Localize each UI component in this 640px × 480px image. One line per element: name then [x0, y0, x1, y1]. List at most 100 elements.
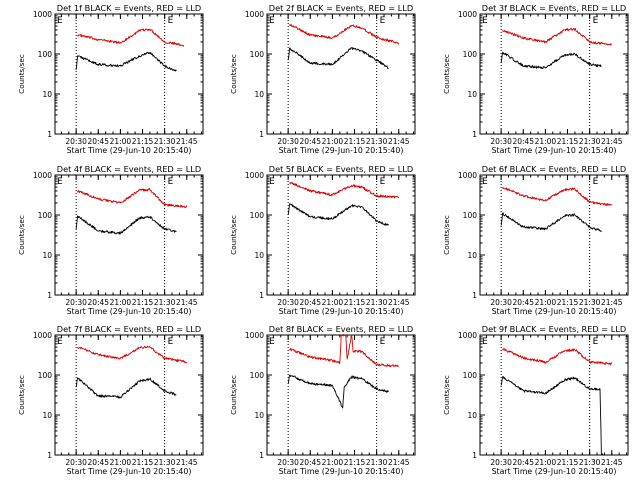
series-line-lld: [289, 181, 400, 199]
y-tick-label: 1: [259, 130, 264, 139]
x-tick-label: 20:30: [277, 458, 299, 467]
x-tick-label: 21:30: [579, 137, 601, 146]
series-line-lld: [77, 345, 188, 364]
x-tick-label: 21:00: [322, 458, 344, 467]
panel-title: Det 1f BLACK = Events, RED = LLD: [57, 3, 201, 13]
y-tick-label: 10: [42, 411, 52, 420]
y-tick-label: 1000: [33, 331, 52, 340]
y-axis-label: Counts/sec: [442, 54, 451, 94]
x-tick-label: 20:30: [65, 137, 87, 146]
y-tick-label: 100: [38, 50, 53, 59]
series-line-lld: [502, 27, 612, 46]
detector-panel-9: Det 9f BLACK = Events, RED = LLD 1 10 100 10…: [442, 324, 629, 476]
panel-title: Det 4f BLACK = Events, RED = LLD: [57, 164, 201, 174]
y-tick-label: 1000: [245, 171, 264, 180]
y-tick-label: 10: [467, 90, 477, 99]
series-line-lld: [502, 347, 613, 366]
series-line-lld: [502, 186, 613, 207]
y-tick-label: 1000: [458, 10, 477, 19]
x-axis-label: Start Time (29-Jun-10 20:15:40): [279, 146, 404, 155]
y-tick-label: 100: [250, 211, 265, 220]
x-tick-label: 21:15: [344, 298, 366, 307]
y-axis-label: Counts/sec: [17, 54, 26, 94]
event-marker-label: E: [482, 337, 488, 347]
y-axis-label: Counts/sec: [442, 215, 451, 255]
event-marker-label: E: [593, 337, 599, 347]
x-tick-label: 21:45: [601, 458, 623, 467]
detector-panel-7: Det 7f BLACK = Events, RED = LLD 1 10 100 10…: [17, 324, 204, 476]
x-tick-label: 20:45: [299, 137, 321, 146]
series-line-events: [287, 203, 389, 226]
plot-frame: [479, 174, 629, 296]
x-tick-label: 21:00: [535, 298, 557, 307]
x-tick-label: 21:30: [366, 298, 388, 307]
detector-panel-5: Det 5f BLACK = Events, RED = LLD 1 10 100 10…: [229, 164, 416, 316]
series-line-events: [75, 215, 177, 235]
plot-frame: [266, 174, 416, 296]
x-tick-label: 21:45: [388, 458, 410, 467]
series-line-events: [500, 376, 604, 456]
x-tick-label: 20:45: [87, 298, 109, 307]
plot-frame: [479, 334, 629, 456]
event-marker-label: E: [168, 337, 174, 347]
event-marker-label: E: [593, 177, 599, 187]
x-tick-label: 20:30: [277, 298, 299, 307]
y-tick-label: 100: [38, 211, 53, 220]
x-tick-label: 21:00: [110, 137, 132, 146]
plot-frame: [266, 334, 416, 456]
y-tick-label: 1: [259, 451, 264, 460]
x-tick-label: 21:45: [388, 298, 410, 307]
x-tick-label: 21:00: [535, 458, 557, 467]
series-line-events: [500, 212, 602, 233]
x-tick-label: 21:45: [601, 298, 623, 307]
plot-frame: [54, 334, 204, 456]
detector-panel-6: Det 6f BLACK = Events, RED = LLD 1 10 100 10…: [442, 164, 629, 316]
x-tick-label: 21:15: [132, 298, 154, 307]
x-axis-label: Start Time (29-Jun-10 20:15:40): [492, 467, 617, 476]
y-tick-label: 100: [250, 371, 265, 380]
series-line-events: [287, 46, 389, 70]
x-tick-label: 20:30: [490, 458, 512, 467]
x-tick-label: 20:45: [87, 458, 109, 467]
x-tick-label: 20:45: [512, 137, 534, 146]
event-marker-label: E: [57, 177, 63, 187]
y-tick-label: 100: [250, 50, 265, 59]
event-marker-label: E: [57, 16, 63, 26]
x-tick-label: 21:45: [176, 298, 198, 307]
x-tick-label: 21:30: [579, 458, 601, 467]
series-line-lld: [77, 188, 188, 209]
plot-frame: [266, 13, 416, 135]
x-tick-label: 21:30: [154, 298, 176, 307]
x-axis-label: Start Time (29-Jun-10 20:15:40): [279, 307, 404, 316]
y-axis-label: Counts/sec: [17, 215, 26, 255]
x-tick-label: 21:00: [322, 137, 344, 146]
x-tick-label: 21:45: [601, 137, 623, 146]
x-tick-label: 21:15: [557, 458, 579, 467]
x-axis-label: Start Time (29-Jun-10 20:15:40): [67, 467, 192, 476]
x-tick-label: 21:30: [154, 458, 176, 467]
y-tick-label: 100: [463, 211, 478, 220]
x-tick-label: 21:00: [535, 137, 557, 146]
x-tick-label: 21:15: [132, 458, 154, 467]
y-tick-label: 10: [467, 251, 477, 260]
x-axis-label: Start Time (29-Jun-10 20:15:40): [492, 146, 617, 155]
x-tick-label: 21:00: [110, 298, 132, 307]
x-tick-label: 20:45: [299, 458, 321, 467]
x-tick-label: 20:30: [65, 298, 87, 307]
x-tick-label: 21:00: [322, 298, 344, 307]
y-tick-label: 1: [47, 291, 52, 300]
panel-title: Det 8f BLACK = Events, RED = LLD: [269, 324, 413, 334]
event-marker-label: E: [593, 16, 599, 26]
y-tick-label: 1000: [458, 171, 477, 180]
y-tick-label: 1000: [245, 331, 264, 340]
series-line-events: [75, 377, 177, 399]
panel-title: Det 3f BLACK = Events, RED = LLD: [482, 3, 626, 13]
panel-title: Det 9f BLACK = Events, RED = LLD: [482, 324, 626, 334]
y-tick-label: 10: [42, 251, 52, 260]
y-tick-label: 1: [259, 291, 264, 300]
plot-frame: [479, 13, 629, 135]
y-tick-label: 1000: [245, 10, 264, 19]
detector-panel-8: Det 8f BLACK = Events, RED = LLD 1 10 100 10…: [229, 324, 416, 476]
detector-panel-3: Det 3f BLACK = Events, RED = LLD 1 10 100 10…: [442, 3, 629, 155]
